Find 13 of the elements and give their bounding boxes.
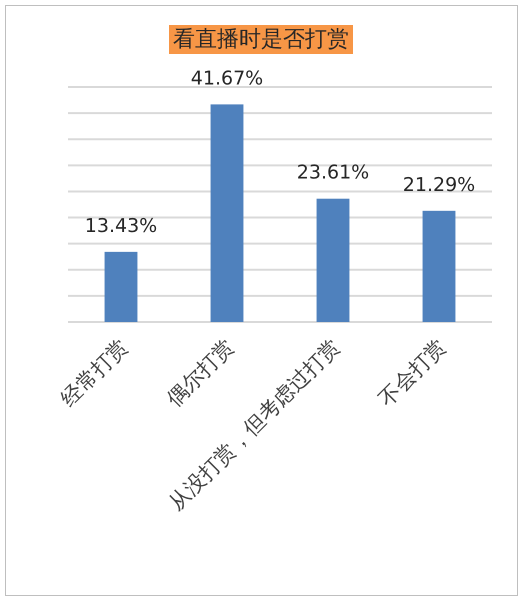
- x-tick-label: 不会打赏: [374, 334, 451, 411]
- data-label: 13.43%: [84, 214, 158, 237]
- x-tick-label: 偶尔打赏: [162, 334, 239, 411]
- bar: [210, 104, 244, 322]
- x-tick-label: 经常打赏: [56, 334, 133, 411]
- data-label: 21.29%: [402, 174, 476, 196]
- chart-title: 看直播时是否打赏: [173, 27, 349, 52]
- bar: [104, 252, 138, 322]
- title: 看直播时是否打赏: [169, 25, 353, 54]
- data-label: 23.61%: [296, 162, 370, 184]
- bar: [316, 198, 350, 322]
- bar: [422, 210, 456, 322]
- data-label: 41.67%: [190, 67, 264, 90]
